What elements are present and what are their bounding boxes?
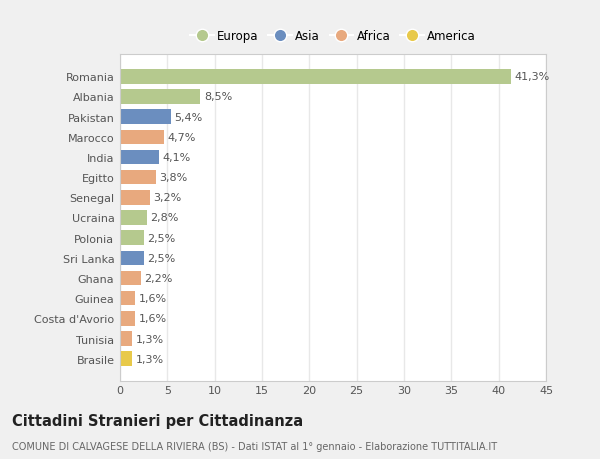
Bar bbox=[120, 352, 133, 366]
Text: Cittadini Stranieri per Cittadinanza: Cittadini Stranieri per Cittadinanza bbox=[12, 413, 303, 428]
Bar bbox=[120, 171, 156, 185]
Bar bbox=[120, 90, 200, 105]
Text: 5,4%: 5,4% bbox=[175, 112, 203, 123]
Bar bbox=[120, 70, 511, 84]
Text: 8,5%: 8,5% bbox=[204, 92, 232, 102]
Text: 1,3%: 1,3% bbox=[136, 354, 164, 364]
Bar bbox=[120, 211, 146, 225]
Text: 3,2%: 3,2% bbox=[154, 193, 182, 203]
Text: 4,1%: 4,1% bbox=[162, 153, 190, 162]
Text: 2,2%: 2,2% bbox=[144, 274, 173, 283]
Text: 2,5%: 2,5% bbox=[147, 253, 175, 263]
Legend: Europa, Asia, Africa, America: Europa, Asia, Africa, America bbox=[185, 25, 481, 48]
Text: 1,3%: 1,3% bbox=[136, 334, 164, 344]
Text: 2,8%: 2,8% bbox=[150, 213, 178, 223]
Text: COMUNE DI CALVAGESE DELLA RIVIERA (BS) - Dati ISTAT al 1° gennaio - Elaborazione: COMUNE DI CALVAGESE DELLA RIVIERA (BS) -… bbox=[12, 441, 497, 451]
Bar bbox=[120, 251, 143, 265]
Bar bbox=[120, 291, 135, 306]
Bar bbox=[120, 130, 164, 145]
Text: 41,3%: 41,3% bbox=[514, 72, 550, 82]
Text: 2,5%: 2,5% bbox=[147, 233, 175, 243]
Bar bbox=[120, 151, 159, 165]
Bar bbox=[120, 331, 133, 346]
Bar bbox=[120, 231, 143, 246]
Bar bbox=[120, 190, 150, 205]
Bar bbox=[120, 271, 141, 285]
Text: 1,6%: 1,6% bbox=[139, 313, 167, 324]
Bar bbox=[120, 311, 135, 326]
Text: 4,7%: 4,7% bbox=[168, 133, 196, 142]
Text: 1,6%: 1,6% bbox=[139, 294, 167, 303]
Bar bbox=[120, 110, 171, 125]
Text: 3,8%: 3,8% bbox=[159, 173, 188, 183]
